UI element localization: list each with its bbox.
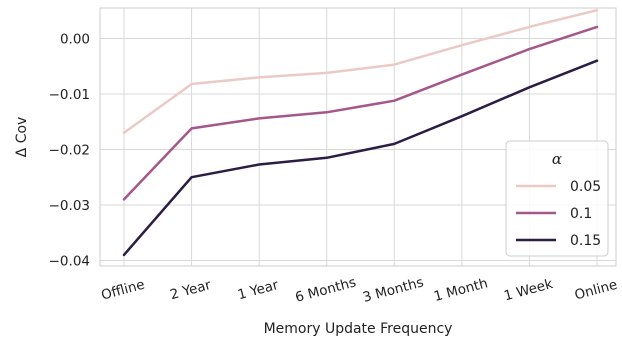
y-tick-label: −0.02	[49, 142, 90, 158]
x-tick-label: 6 Months	[294, 274, 358, 306]
x-tick-labels: Offline 2 Year 1 Year 6 Months 3 Months 1 Mon…	[100, 274, 620, 306]
y-tick-label: 0.00	[60, 32, 90, 48]
y-tick-label: −0.04	[49, 253, 90, 269]
x-tick-label: Online	[573, 277, 619, 304]
x-axis-label: Memory Update Frequency	[264, 321, 453, 337]
legend-label-0.05: 0.05	[570, 179, 601, 195]
series-line-0.15	[122, 59, 599, 257]
series-line-0.05	[122, 8, 599, 135]
y-axis-label: Δ Cov	[14, 117, 30, 158]
series-lines	[122, 8, 599, 257]
x-tick-label: 1 Month	[432, 275, 489, 305]
x-tick-label: 1 Year	[236, 277, 281, 303]
series-line-0.1	[122, 25, 599, 201]
x-tick-label: 2 Year	[168, 277, 213, 303]
grid-lines	[100, 8, 616, 266]
y-tick-label: −0.01	[49, 87, 90, 103]
y-tick-labels: 0.00 −0.01 −0.02 −0.03 −0.04	[49, 32, 90, 270]
legend-label-0.15: 0.15	[570, 233, 601, 249]
x-tick-label: 3 Months	[361, 274, 425, 306]
legend-label-0.1: 0.1	[570, 206, 592, 222]
legend-title: α	[552, 150, 562, 168]
y-tick-label: −0.03	[49, 198, 90, 214]
x-tick-label: Offline	[100, 277, 147, 304]
legend: α 0.05 0.1 0.15	[505, 140, 609, 257]
x-tick-label: 1 Week	[502, 276, 554, 304]
plot-frame	[99, 7, 617, 267]
legend-box	[505, 140, 609, 257]
